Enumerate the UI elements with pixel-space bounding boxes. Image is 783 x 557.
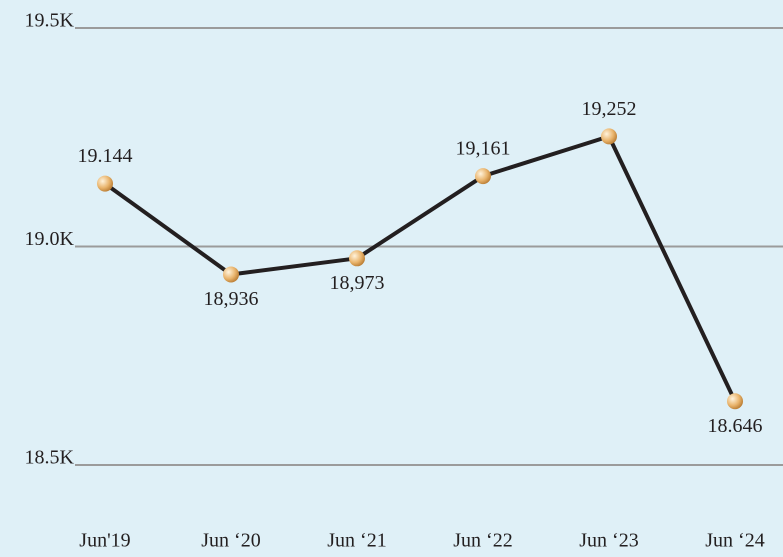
x-tick-label: Jun ‘23: [579, 530, 638, 552]
y-tick-label: 18.5K: [25, 447, 75, 469]
x-tick-label: Jun ‘24: [705, 530, 764, 552]
data-label: 18,936: [204, 288, 259, 310]
data-label: 18,973: [330, 272, 385, 294]
marker: [475, 168, 491, 185]
x-tick-label: Jun ‘21: [327, 530, 386, 552]
data-label: 18.646: [708, 415, 763, 437]
data-label: 19.144: [78, 145, 133, 167]
marker: [601, 128, 617, 145]
y-tick-label: 19.0K: [25, 228, 75, 250]
data-label: 19,252: [582, 98, 637, 120]
x-tick-label: Jun'19: [79, 530, 130, 552]
x-tick-label: Jun ‘22: [453, 530, 512, 552]
x-tick-label: Jun ‘20: [201, 530, 260, 552]
data-label: 19,161: [456, 138, 511, 160]
marker: [727, 393, 743, 410]
marker: [349, 250, 365, 267]
line: [103, 134, 737, 403]
y-tick-label: 19.5K: [25, 10, 75, 32]
marker: [223, 266, 239, 283]
marker: [97, 175, 113, 192]
